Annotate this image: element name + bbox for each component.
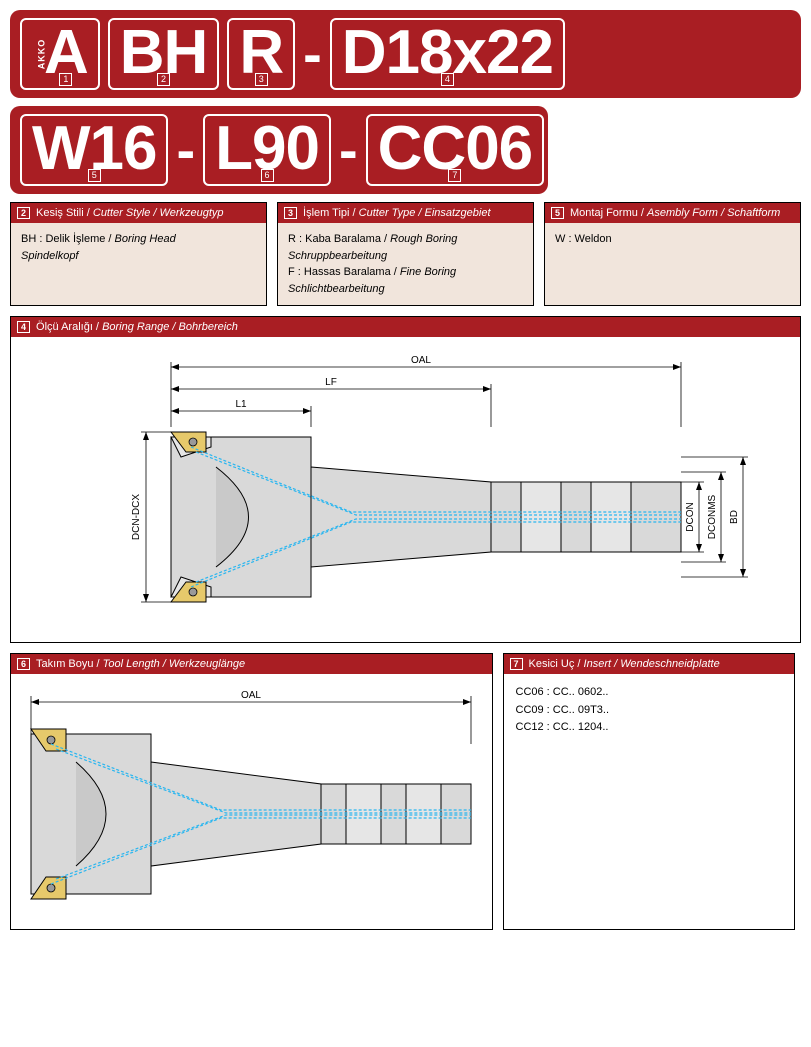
box-header: 6 Takım Boyu / Tool Length / Werkzeuglän… <box>11 654 492 674</box>
code-segment-5: W16 5 <box>20 114 168 186</box>
header-title: Kesiş Stili / Cutter Style / Werkzeugtyp <box>36 207 224 219</box>
code-row-1: AKKO A 1 BH 2 R 3 - D18x22 4 <box>10 10 801 98</box>
header-num: 3 <box>284 207 297 219</box>
code-index: 2 <box>157 73 170 86</box>
svg-text:OAL: OAL <box>411 355 431 366</box>
insert-line: CC06 : CC.. 0602.. <box>516 684 783 702</box>
header-title: İşlem Tipi / Cutter Type / Einsatzgebiet <box>303 207 491 219</box>
box-header: 3 İşlem Tipi / Cutter Type / Einsatzgebi… <box>278 203 533 223</box>
code-index: 1 <box>59 73 72 86</box>
info-row: 2 Kesiş Stili / Cutter Style / Werkzeugt… <box>10 202 801 306</box>
header-num: 7 <box>510 658 523 670</box>
svg-text:BD: BD <box>729 510 740 524</box>
code-segment-7: CC06 7 <box>366 114 545 186</box>
svg-text:DCN-DCX: DCN-DCX <box>131 494 142 540</box>
code-segment-6: L90 6 <box>203 114 331 186</box>
svg-text:DCONMS: DCONMS <box>707 494 718 539</box>
brand-side-label: AKKO <box>36 39 46 70</box>
box-header: 7 Kesici Uç / Insert / Wendeschneidplatt… <box>504 654 795 674</box>
box-cutter-type: 3 İşlem Tipi / Cutter Type / Einsatzgebi… <box>277 202 534 306</box>
svg-text:OAL: OAL <box>241 690 261 701</box>
bottom-row: 6 Takım Boyu / Tool Length / Werkzeuglän… <box>10 653 801 930</box>
code-index: 3 <box>255 73 268 86</box>
diagram-boring-range: OAL LF L1 <box>11 337 800 642</box>
box-header: 4 Ölçü Aralığı / Boring Range / Bohrbere… <box>11 317 800 337</box>
box-body: W : Weldon <box>545 223 800 273</box>
svg-text:LF: LF <box>325 377 337 388</box>
code-segment-4: D18x22 4 <box>330 18 565 90</box>
header-num: 2 <box>17 207 30 219</box>
code-segment-2: BH 2 <box>108 18 220 90</box>
box-header: 5 Montaj Formu / Asembly Form / Schaftfo… <box>545 203 800 223</box>
header-title: Ölçü Aralığı / Boring Range / Bohrbereic… <box>36 321 238 333</box>
svg-text:DCON: DCON <box>685 502 696 531</box>
code-index: 4 <box>441 73 454 86</box>
header-num: 5 <box>551 207 564 219</box>
box-body: BH : Delik İşleme / Boring Head Spindelk… <box>11 223 266 273</box>
diagram-tool-length: OAL <box>11 674 492 929</box>
box-body: CC06 : CC.. 0602.. CC09 : CC.. 09T3.. CC… <box>504 674 795 747</box>
box-body: R : Kaba Baralama / Rough Boring Schrupp… <box>278 223 533 305</box>
separator-dash: - <box>339 122 358 178</box>
header-title: Kesici Uç / Insert / Wendeschneidplatte <box>529 658 720 670</box>
svg-text:L1: L1 <box>235 399 247 410</box>
box-cutter-style: 2 Kesiş Stili / Cutter Style / Werkzeugt… <box>10 202 267 306</box>
code-row-2: W16 5 - L90 6 - CC06 7 <box>10 106 548 194</box>
box-boring-range: 4 Ölçü Aralığı / Boring Range / Bohrbere… <box>10 316 801 643</box>
box-assembly-form: 5 Montaj Formu / Asembly Form / Schaftfo… <box>544 202 801 306</box>
header-num: 4 <box>17 321 30 333</box>
box-header: 2 Kesiş Stili / Cutter Style / Werkzeugt… <box>11 203 266 223</box>
code-index: 7 <box>448 169 461 182</box>
header-title: Montaj Formu / Asembly Form / Schaftform <box>570 207 780 219</box>
code-index: 5 <box>88 169 101 182</box>
code-segment-1: AKKO A 1 <box>20 18 100 90</box>
separator-dash: - <box>176 122 195 178</box>
code-segment-3: R 3 <box>227 18 295 90</box>
header-title: Takım Boyu / Tool Length / Werkzeuglänge <box>36 658 245 670</box>
box-tool-length: 6 Takım Boyu / Tool Length / Werkzeuglän… <box>10 653 493 930</box>
insert-line: CC09 : CC.. 09T3.. <box>516 702 783 720</box>
header-num: 6 <box>17 658 30 670</box>
code-index: 6 <box>261 169 274 182</box>
insert-line: CC12 : CC.. 1204.. <box>516 719 783 737</box>
box-insert: 7 Kesici Uç / Insert / Wendeschneidplatt… <box>503 653 796 930</box>
separator-dash: - <box>303 26 322 82</box>
